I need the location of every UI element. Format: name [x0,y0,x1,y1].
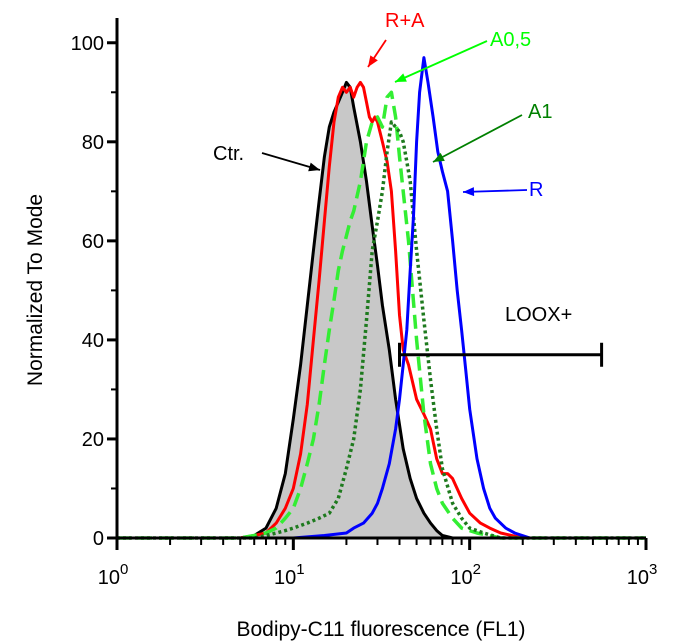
series-fill-ctr [117,82,646,539]
annotation-arrowhead-a0-5 [395,73,407,82]
annotation-label-a0-5: A0,5 [490,29,531,51]
x-axis-title: Bodipy-C11 fluorescence (FL1) [236,618,525,641]
y-tick-label-80: 80 [82,132,104,154]
y-tick-label-20: 20 [82,429,104,451]
annotation-label-r-a: R+A [385,10,425,32]
x-tick-label-1000: 103 [627,561,658,589]
annotation-arrowhead-ctr [308,162,320,172]
annotation-label-ctr: Ctr. [213,143,244,165]
series-line-a0-5 [117,90,646,540]
series-line-a1 [117,120,646,540]
series-line-r-a [117,80,646,540]
annotation-label-loox: LOOX+ [505,304,572,326]
y-tick-label-100: 100 [71,33,104,55]
series-layer [117,56,646,540]
annotation-layer: Ctr. R+A A0,5 A1 R LOOX+ [213,10,572,326]
y-tick-label-0: 0 [93,528,104,550]
annotation-label-a1: A1 [528,101,552,123]
annotation-arrowhead-a1 [433,152,445,162]
annotation-arrowhead-r-a [368,55,378,67]
x-tick-label-10: 101 [274,561,305,589]
y-axis-title: Normalized To Mode [24,194,47,386]
annotation-arrowhead-r [463,187,475,197]
annotation-label-r: R [529,179,543,201]
annotation-arrow-a1 [432,114,523,163]
annotation-arrow-a0-5 [394,40,488,83]
x-tick-label-100: 102 [450,561,481,589]
x-tick-label-1: 100 [98,561,129,589]
gate-layer [397,342,604,367]
series-line-r [117,56,646,540]
y-tick-label-40: 40 [82,330,104,352]
y-tick-label-60: 60 [82,231,104,253]
